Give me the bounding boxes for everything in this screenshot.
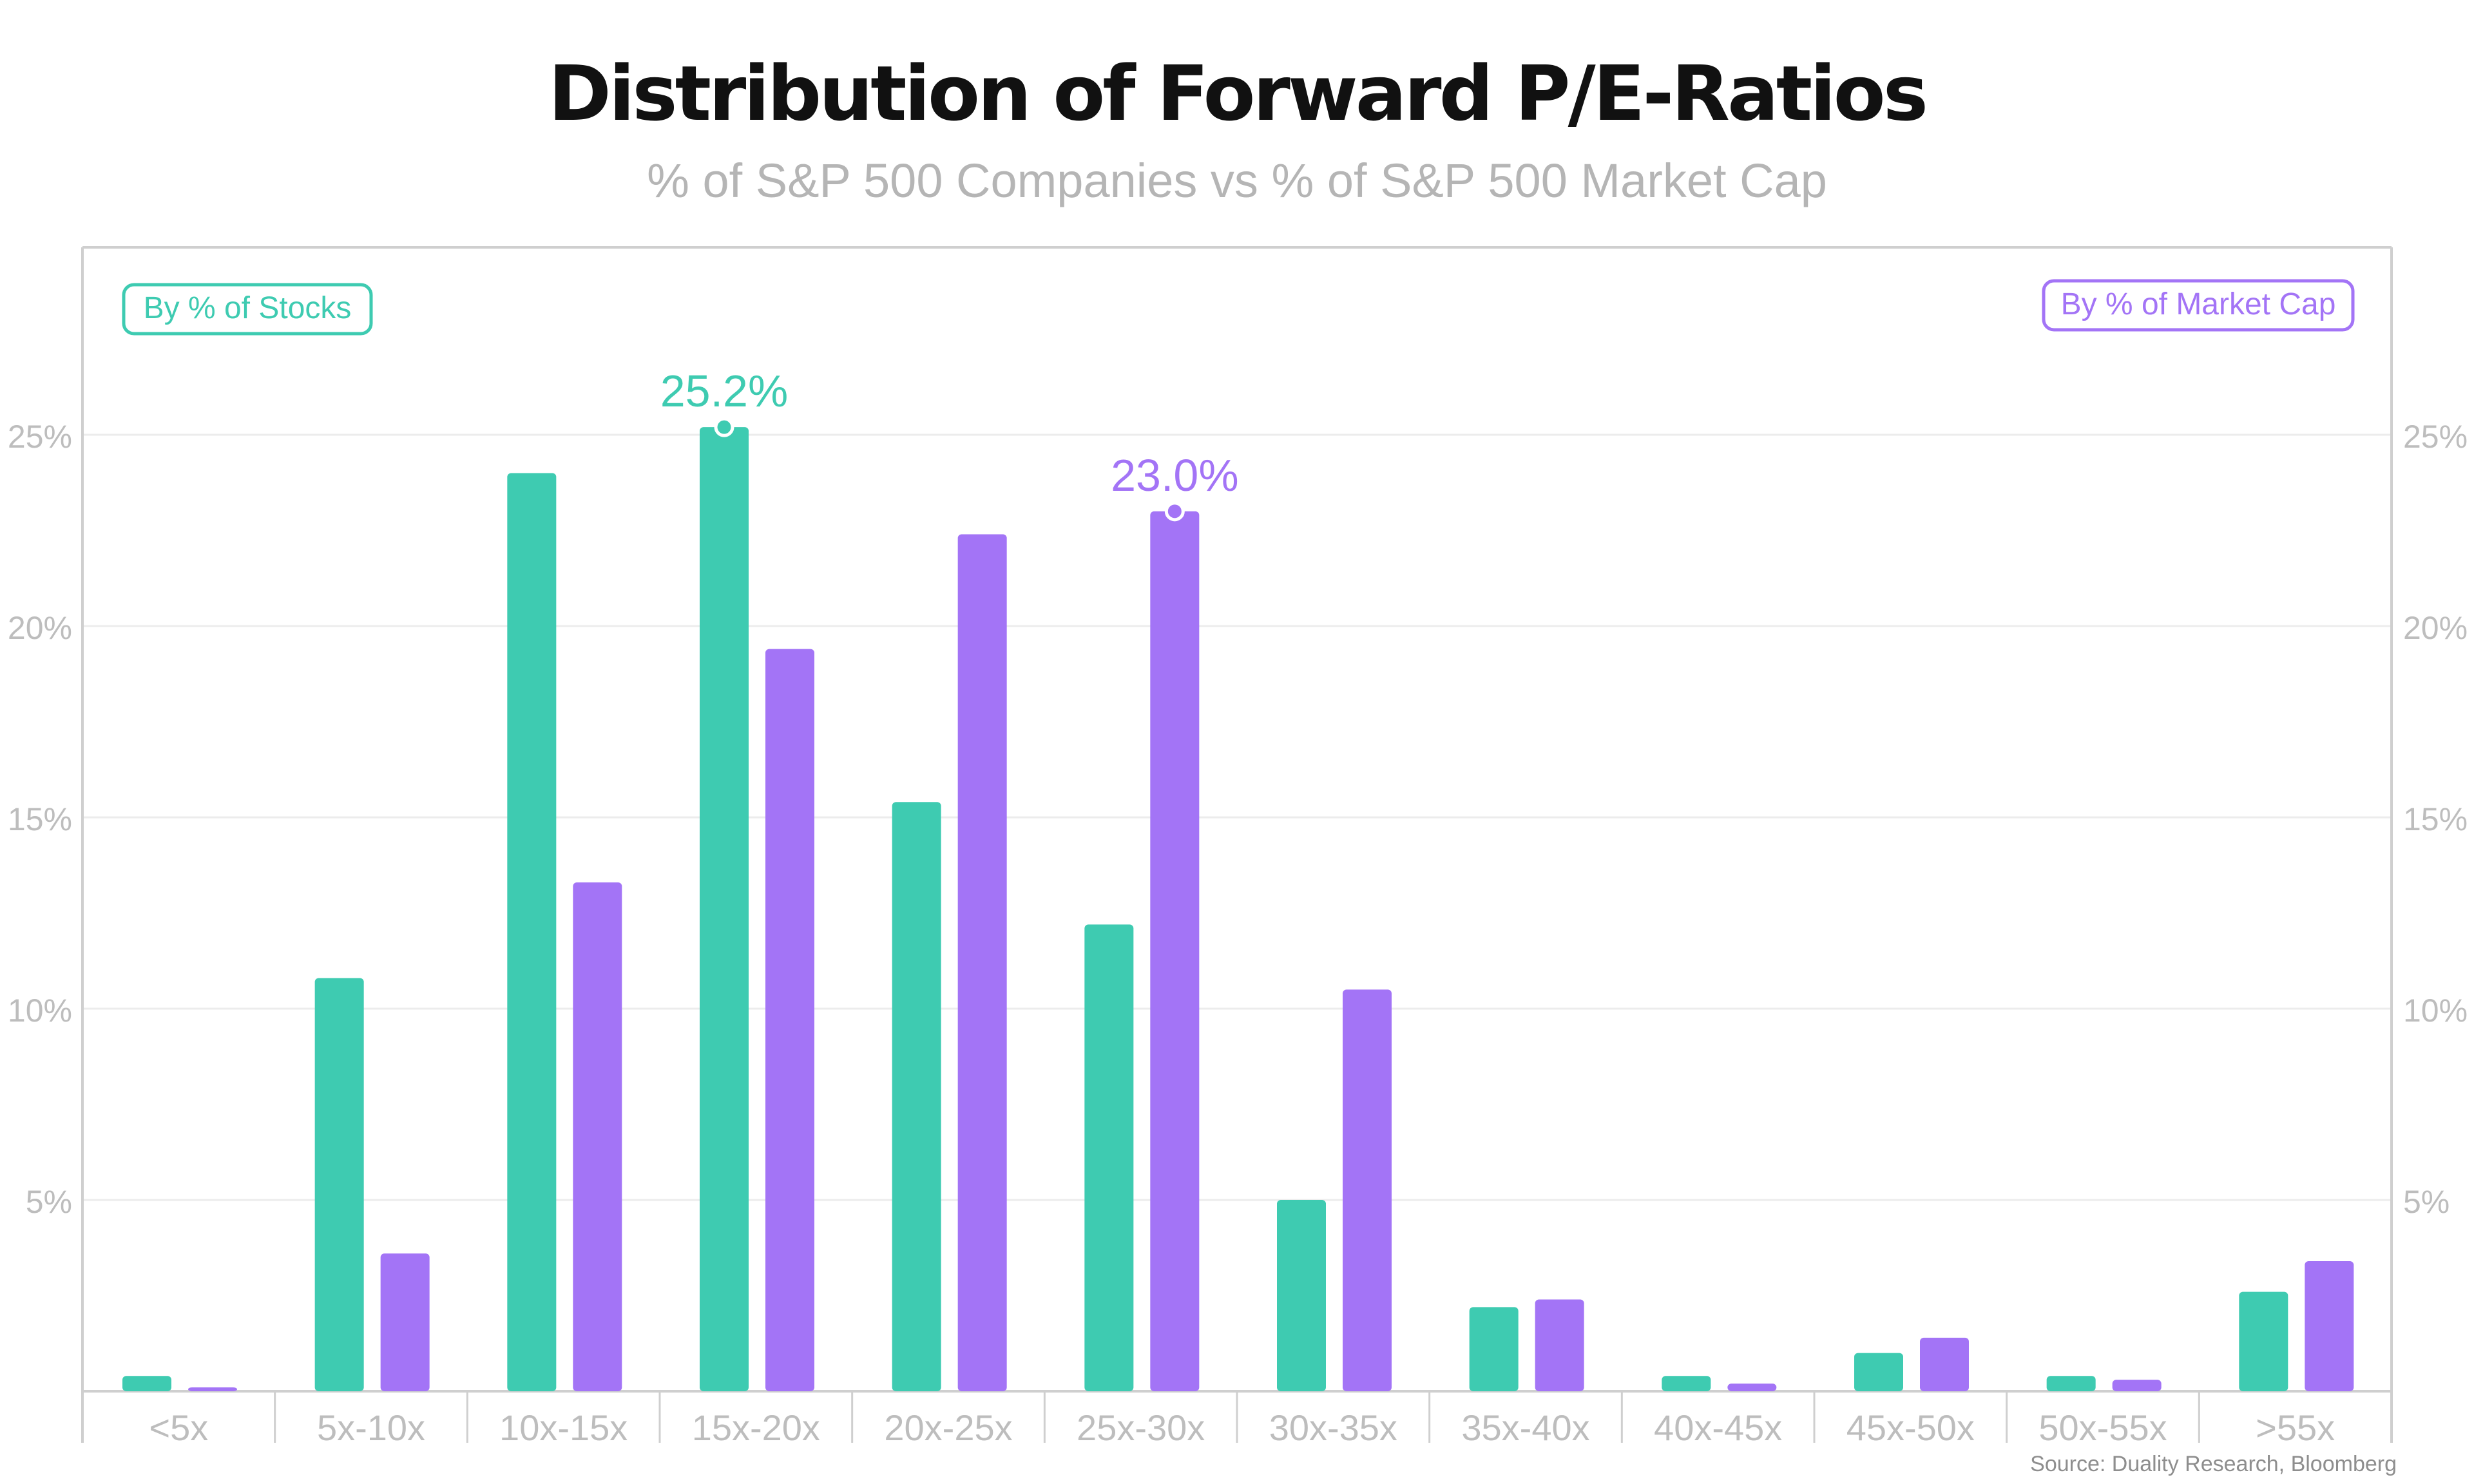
x-tick-label: 15x-20x (692, 1407, 820, 1448)
annotation-marker-1 (1164, 501, 1185, 522)
legend-market-cap: By % of Market Cap (2042, 279, 2355, 332)
y-tick-label-right: 20% (2403, 610, 2468, 646)
bar-market-cap-1 (380, 1253, 430, 1391)
legend-market-cap-label: By % of Market Cap (2061, 287, 2336, 321)
y-tick-label-left: 20% (8, 610, 72, 646)
annotation-label-0: 25.2% (660, 366, 788, 416)
annotations: 25.2% 23.0% (660, 366, 1239, 522)
bar-market-cap-9 (1920, 1337, 1969, 1391)
bar-market-cap-4 (957, 534, 1007, 1392)
x-tick-label: 30x-35x (1269, 1407, 1397, 1448)
annotation-label-1: 23.0% (1111, 450, 1238, 500)
x-tick-label: 10x-15x (499, 1407, 628, 1448)
bar-stocks-1 (314, 978, 364, 1391)
bar-market-cap-5 (1150, 511, 1200, 1391)
bar-stocks-3 (700, 427, 749, 1391)
y-tick-label-right: 15% (2403, 801, 2468, 837)
x-tick-label: >55x (2256, 1407, 2335, 1448)
bar-stocks-6 (1277, 1200, 1326, 1391)
bar-stocks-4 (892, 802, 941, 1391)
bar-stocks-5 (1084, 924, 1134, 1391)
y-tick-label-left: 5% (26, 1184, 72, 1220)
bar-market-cap-11 (2305, 1261, 2354, 1391)
x-axis-ticks: <5x 5x-10x 10x-15x 15x-20x 20x-25x 25x-30x 30x… (149, 1391, 2335, 1448)
bars (122, 427, 2354, 1392)
bar-stocks-8 (1662, 1376, 1711, 1391)
bar-market-cap-10 (2112, 1380, 2162, 1391)
x-tick-label: 25x-30x (1077, 1407, 1205, 1448)
bar-market-cap-6 (1343, 989, 1392, 1391)
bar-market-cap-8 (1727, 1384, 1777, 1391)
x-tick-label: <5x (149, 1407, 208, 1448)
bar-stocks-0 (122, 1376, 171, 1391)
legend-stocks-box (122, 283, 373, 336)
bar-market-cap-2 (573, 882, 622, 1391)
annotation-marker-0 (714, 417, 734, 437)
source-note: Source: Duality Research, Bloomberg (2030, 1452, 2397, 1476)
bar-market-cap-0 (188, 1387, 237, 1391)
bar-stocks-10 (2046, 1376, 2096, 1391)
bar-stocks-2 (507, 473, 557, 1391)
y-tick-label-left: 15% (8, 801, 72, 837)
chart-title: Distribution of Forward P/E-Ratios (548, 49, 1928, 138)
y-tick-label-left: 25% (8, 419, 72, 455)
bar-stocks-7 (1469, 1307, 1519, 1391)
legend: By % of Stocks By % of Market Cap (122, 279, 2355, 336)
bar-stocks-11 (2239, 1291, 2288, 1391)
x-tick-label: 5x-10x (317, 1407, 425, 1448)
bar-market-cap-3 (765, 649, 814, 1391)
y-axis-ticks: 5% 5% 10% 10% 15% 15% 20% 20% 25% 25% (8, 419, 2468, 1220)
y-tick-label-right: 5% (2403, 1184, 2450, 1220)
y-tick-label-left: 10% (8, 993, 72, 1029)
gridlines (82, 433, 2392, 1201)
legend-stocks-label: By % of Stocks (144, 291, 352, 325)
x-tick-label: 20x-25x (884, 1407, 1012, 1448)
chart-subtitle: % of S&P 500 Companies vs % of S&P 500 M… (647, 154, 1827, 207)
x-tick-label: 40x-45x (1654, 1407, 1782, 1448)
y-tick-label-right: 10% (2403, 993, 2468, 1029)
x-tick-label: 50x-55x (2038, 1407, 2167, 1448)
bar-stocks-9 (1854, 1353, 1903, 1391)
x-tick-label: 45x-50x (1846, 1407, 1975, 1448)
legend-market-cap-box (2042, 279, 2355, 332)
y-tick-label-right: 25% (2403, 419, 2468, 455)
legend-stocks: By % of Stocks (122, 283, 373, 336)
x-tick-label: 35x-40x (1461, 1407, 1589, 1448)
bar-market-cap-7 (1535, 1299, 1584, 1391)
